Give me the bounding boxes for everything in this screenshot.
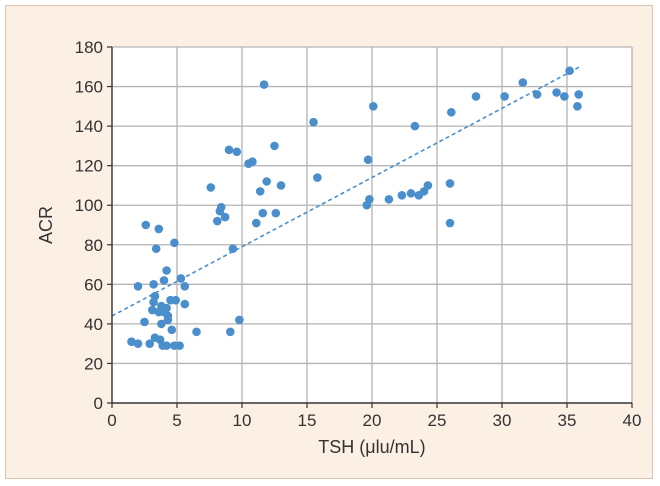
data-point bbox=[532, 90, 542, 99]
y-tick-label: 40 bbox=[84, 315, 103, 334]
data-point bbox=[180, 299, 190, 309]
data-point bbox=[447, 107, 456, 117]
x-axis-label: TSH (μlu/mL) bbox=[318, 437, 425, 457]
x-tick-label: 5 bbox=[172, 411, 181, 430]
data-point bbox=[445, 218, 455, 228]
x-tick-label: 35 bbox=[558, 411, 577, 430]
data-point bbox=[271, 208, 281, 218]
data-point bbox=[157, 319, 166, 329]
data-point bbox=[248, 157, 257, 167]
data-point bbox=[133, 339, 143, 348]
y-tick-label: 140 bbox=[75, 117, 103, 136]
data-point bbox=[309, 117, 318, 127]
data-point bbox=[423, 181, 433, 190]
data-point bbox=[363, 155, 373, 165]
data-point bbox=[192, 327, 201, 337]
x-tick-label: 15 bbox=[298, 411, 317, 430]
trendline-group bbox=[111, 66, 581, 317]
data-point bbox=[365, 194, 374, 204]
data-point bbox=[270, 141, 279, 151]
data-point bbox=[159, 276, 169, 285]
x-tick-label: 40 bbox=[623, 411, 642, 430]
data-point bbox=[560, 92, 569, 101]
data-point bbox=[406, 189, 416, 198]
y-tick-label: 180 bbox=[75, 38, 103, 57]
data-point bbox=[228, 244, 238, 254]
data-point bbox=[235, 315, 244, 325]
data-point bbox=[149, 280, 158, 289]
y-tick-label: 120 bbox=[75, 157, 103, 176]
data-point bbox=[154, 224, 164, 234]
data-point bbox=[151, 244, 161, 254]
y-tick-label: 0 bbox=[94, 394, 103, 413]
y-tick-label: 60 bbox=[84, 275, 103, 294]
data-point bbox=[220, 212, 230, 222]
x-tick-label: 20 bbox=[363, 411, 382, 430]
data-point bbox=[175, 341, 184, 350]
y-tick-label: 20 bbox=[84, 354, 103, 373]
data-point bbox=[384, 194, 394, 204]
data-point bbox=[140, 317, 149, 327]
data-point bbox=[213, 216, 222, 226]
data-point bbox=[471, 92, 481, 101]
data-point bbox=[224, 145, 234, 155]
data-point bbox=[150, 291, 160, 301]
data-point bbox=[445, 179, 455, 188]
data-point bbox=[180, 282, 190, 291]
data-point bbox=[573, 102, 582, 111]
data-point bbox=[255, 187, 265, 196]
data-point bbox=[259, 80, 269, 89]
x-tick-label: 30 bbox=[493, 411, 512, 430]
y-tick-label: 100 bbox=[75, 196, 103, 215]
data-point bbox=[565, 66, 574, 76]
data-points bbox=[127, 66, 583, 350]
data-point bbox=[167, 325, 177, 335]
x-tick-label: 25 bbox=[428, 411, 447, 430]
data-point bbox=[574, 90, 583, 99]
data-point bbox=[206, 183, 216, 192]
data-point bbox=[258, 208, 268, 218]
data-point bbox=[276, 181, 286, 190]
data-point bbox=[410, 121, 420, 131]
data-point bbox=[127, 337, 136, 346]
data-point bbox=[148, 305, 157, 315]
y-tick-label: 160 bbox=[75, 78, 103, 97]
data-point bbox=[145, 339, 154, 348]
x-tick-label: 10 bbox=[233, 411, 252, 430]
data-point bbox=[163, 315, 173, 325]
tick-labels: 0 5 10 15 20 25 30 35 40 0 20 40 60 80 100 120 140 160 180 bbox=[75, 38, 642, 430]
data-point bbox=[162, 341, 171, 350]
trendline bbox=[111, 66, 581, 317]
data-point bbox=[500, 92, 509, 101]
data-point bbox=[232, 147, 242, 157]
data-point bbox=[313, 173, 322, 182]
data-point bbox=[251, 218, 261, 228]
data-point bbox=[552, 88, 561, 97]
data-point bbox=[170, 238, 179, 248]
y-axis-label: ACR bbox=[36, 206, 56, 244]
data-point bbox=[133, 282, 143, 291]
grid-lines bbox=[112, 46, 633, 403]
data-point bbox=[518, 78, 528, 87]
x-tick-label: 0 bbox=[107, 411, 116, 430]
data-point bbox=[397, 191, 407, 200]
axes bbox=[107, 46, 633, 408]
data-point bbox=[176, 274, 186, 283]
data-point bbox=[141, 220, 151, 230]
data-point bbox=[226, 327, 235, 337]
data-point bbox=[171, 295, 180, 305]
y-tick-label: 80 bbox=[84, 236, 103, 255]
data-point bbox=[162, 266, 171, 275]
data-point bbox=[369, 102, 378, 111]
data-point bbox=[262, 177, 272, 186]
data-point bbox=[216, 202, 226, 212]
data-point bbox=[162, 303, 171, 313]
